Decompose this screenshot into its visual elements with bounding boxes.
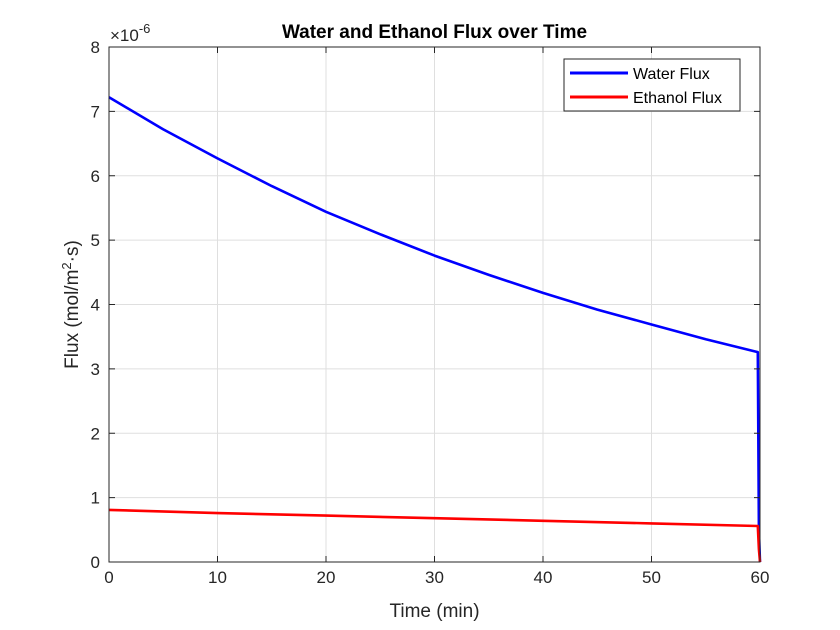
x-tick-label: 40 [534, 568, 553, 587]
legend-label-water-flux: Water Flux [633, 66, 710, 83]
y-tick-label: 3 [91, 360, 100, 379]
x-tick-label: 50 [642, 568, 661, 587]
y-axis-label-superscript: 2 [59, 262, 74, 269]
x-tick-label: 20 [317, 568, 336, 587]
chart-title: Water and Ethanol Flux over Time [282, 22, 587, 43]
y-axis-label-main: Flux (mol/m [62, 270, 83, 369]
series-line-ethanol-flux [108, 508, 762, 563]
y-tick-label: 5 [91, 231, 100, 250]
y-tick-label: 6 [91, 167, 100, 186]
x-tick-label: 30 [425, 568, 444, 587]
y-axis-exponent: ×10-6 [110, 21, 150, 45]
series-line-water-flux [108, 96, 762, 563]
legend-label-ethanol-flux: Ethanol Flux [633, 90, 722, 107]
legend: Water Flux Ethanol Flux [563, 58, 741, 112]
legend-box [563, 58, 741, 112]
y-axis-label: Flux (mol/m2·s) [59, 240, 83, 369]
x-tick-label: 0 [104, 568, 113, 587]
y-axis-exponent-power: -6 [139, 21, 151, 36]
y-tick-label: 7 [91, 102, 100, 121]
y-tick-label: 4 [91, 296, 100, 315]
x-tick-label: 10 [208, 568, 227, 587]
x-axis-label: Time (min) [389, 601, 479, 622]
x-tick-label: 60 [751, 568, 770, 587]
axis-ticks: 0 10 20 30 40 50 60 0 1 2 3 4 5 6 7 8 [91, 38, 770, 587]
y-tick-label: 8 [91, 38, 100, 57]
y-tick-label: 0 [91, 553, 100, 572]
y-tick-label: 2 [91, 424, 100, 443]
y-tick-label: 1 [91, 489, 100, 508]
y-axis-label-tail: ·s) [62, 240, 83, 262]
series-layer [108, 96, 762, 563]
y-axis-exponent-base: ×10 [110, 26, 139, 45]
